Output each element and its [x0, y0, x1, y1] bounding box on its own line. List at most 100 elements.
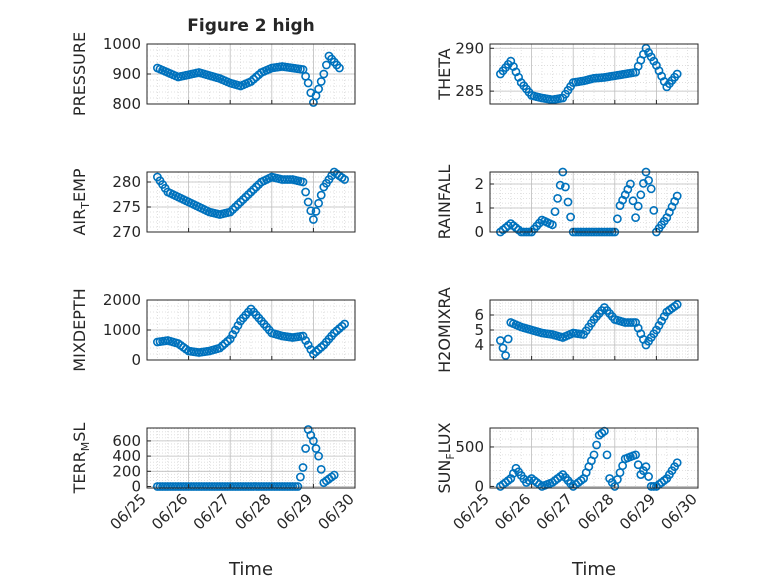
- data-point: [566, 212, 575, 222]
- x-tick-label: 06/25: [107, 490, 150, 533]
- data-point: [654, 321, 664, 330]
- y-tick-label: 275: [112, 198, 141, 216]
- data-point: [649, 205, 659, 215]
- data-point: [498, 343, 508, 353]
- data-point: [295, 472, 305, 482]
- data-point: [301, 336, 310, 345]
- data-point: [628, 196, 638, 206]
- x-tick-label: 06/28: [231, 490, 274, 533]
- data-point: [602, 450, 612, 460]
- data-point: [561, 182, 570, 192]
- x-tick-label: 06/29: [616, 490, 659, 533]
- y-tick-label: 2: [474, 175, 484, 193]
- data-point: [314, 451, 323, 461]
- panel-mixdepth: 0 1000 2000 MIXDEPTH: [70, 288, 356, 372]
- axes-box: [489, 43, 699, 105]
- y-label-subscript: T: [79, 202, 92, 210]
- y-tick-label: 280: [112, 173, 141, 191]
- data-point: [233, 200, 243, 209]
- data-point: [633, 201, 643, 211]
- data-point: [340, 175, 349, 184]
- data-point: [246, 187, 256, 197]
- data-point: [290, 482, 300, 491]
- panel-h2omixra: 456 H2OMIXRA: [435, 287, 699, 373]
- data-point: [495, 336, 505, 345]
- data-point: [314, 84, 323, 94]
- panel-air_temp: 270 275 280 AIRTEMP: [70, 167, 356, 241]
- data-point: [293, 482, 303, 491]
- data-point: [311, 444, 321, 453]
- y-tick-label: 0: [474, 477, 484, 495]
- y-label-main: RAINFALL: [435, 165, 454, 240]
- data-point: [646, 52, 656, 62]
- data-point: [311, 206, 321, 216]
- data-point: [631, 213, 640, 222]
- data-point: [314, 198, 323, 208]
- data-point: [672, 191, 682, 201]
- y-tick-label: 1000: [103, 35, 141, 53]
- y-tick-label: 290: [455, 39, 484, 57]
- data-point: [319, 69, 329, 79]
- data-point: [228, 205, 238, 214]
- y-label-subscript: F: [444, 453, 457, 459]
- x-tick-label: 06/27: [533, 490, 576, 533]
- y-tick-label: 500: [455, 438, 484, 456]
- data-point: [238, 195, 248, 204]
- y-label-main: TERR: [70, 451, 89, 494]
- data-point: [633, 460, 643, 470]
- data-point: [613, 214, 622, 224]
- data-point: [334, 63, 344, 73]
- data-point: [553, 193, 562, 203]
- data-point: [652, 325, 661, 335]
- data-point: [631, 450, 640, 460]
- y-axis-label: SUNFLUX: [435, 422, 457, 493]
- x-tick-label: 06/29: [273, 490, 316, 533]
- y-tick-label: 900: [112, 65, 141, 83]
- data-point: [308, 436, 318, 446]
- data-point: [329, 470, 339, 480]
- data-point: [636, 190, 646, 200]
- data-point: [288, 482, 297, 491]
- y-tick-label: 4: [474, 336, 484, 354]
- data-point: [303, 340, 313, 350]
- data-point: [301, 187, 310, 197]
- y-label-subscript: M: [79, 442, 92, 452]
- y-tick-label: 800: [112, 95, 141, 113]
- data-point: [233, 321, 243, 330]
- data-point: [230, 325, 240, 335]
- data-point: [644, 175, 653, 185]
- y-tick-label: 2000: [103, 291, 141, 309]
- data-point: [251, 182, 261, 192]
- data-point: [236, 197, 245, 207]
- data-point: [503, 334, 513, 344]
- panel-pressure: 800 900 1000 PRESSURE: [70, 32, 356, 116]
- y-label-main: PRESSURE: [70, 32, 89, 116]
- y-axis-label: THETA: [435, 48, 454, 100]
- y-label-suffix: LUX: [435, 422, 454, 453]
- y-tick-label: 200: [112, 462, 141, 480]
- data-point: [308, 215, 318, 224]
- x-axis-label-right: Time: [571, 559, 616, 580]
- y-label-suffix: EMP: [70, 168, 89, 202]
- data-point: [548, 220, 557, 230]
- data-point: [628, 318, 638, 327]
- y-axis-label: TERRMSL: [70, 423, 92, 495]
- data-point: [225, 334, 235, 344]
- y-tick-label: 0: [131, 477, 141, 495]
- data-point: [298, 331, 308, 341]
- figure-title: Figure 2 high: [187, 16, 315, 36]
- data-point: [589, 450, 599, 460]
- x-tick-label: 06/27: [190, 490, 233, 533]
- y-axis-label: PRESSURE: [70, 32, 89, 116]
- data-point: [298, 463, 308, 472]
- data-point: [340, 319, 349, 329]
- y-label-main: H2OMIXRA: [435, 287, 454, 373]
- y-tick-label: 270: [112, 223, 141, 241]
- data-point: [626, 179, 635, 189]
- data-point: [649, 56, 659, 66]
- y-tick-label: 0: [474, 223, 484, 241]
